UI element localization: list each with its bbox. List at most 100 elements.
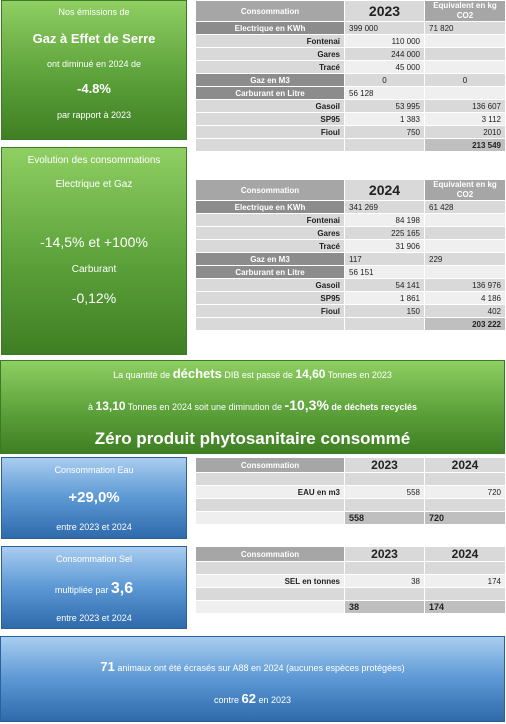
row-label: Electrique en KWh	[195, 21, 345, 35]
row-value: 1 861	[344, 291, 425, 305]
table-row: EAU en m3 558 720	[195, 485, 506, 499]
ges-percentage: -4.8%	[77, 81, 111, 96]
table-header-label: Consommation	[195, 179, 345, 201]
row-value: 53 995	[344, 99, 425, 113]
row-label: SEL en tonnes	[195, 574, 345, 588]
ges-line-2: Gaz à Effet de Serre	[32, 31, 156, 46]
sel-multiplier: 3,6	[110, 580, 134, 597]
row-value: 54 141	[344, 278, 425, 292]
table-total-row: 558 720	[195, 511, 506, 525]
dechets-percentage: -10,3%	[284, 397, 329, 413]
row-value: 558	[344, 485, 425, 499]
row-label: EAU en m3	[195, 485, 345, 499]
row-label: Gares	[195, 47, 345, 61]
consumption-table-2024: Consommation 2024 Equivalent en kg CO2 E…	[195, 179, 506, 331]
sel-multiplier-line: multipliée par 3,6	[2, 580, 186, 598]
table-total-row: 203 222	[195, 317, 506, 331]
row-equivalent	[424, 265, 506, 279]
total-equivalent: 213 549	[424, 138, 506, 152]
row-label: Gasoil	[195, 99, 345, 113]
table-header-year: 2024	[344, 179, 425, 201]
row-value: 174	[424, 574, 506, 588]
evolution-line-2: Electrique et Gaz	[55, 179, 133, 190]
dechets-text: Tonnes en 2024 soit une diminution de	[127, 402, 283, 412]
table-row: SP95 1 383 3 112	[195, 112, 506, 126]
animaux-text: en 2023	[258, 695, 292, 705]
eau-period: entre 2023 et 2024	[56, 522, 132, 532]
animaux-2024-count: 71	[100, 659, 115, 674]
table-row: Electrique en KWh 341 269 61 428	[195, 200, 506, 214]
dechets-2024-value: 13,10	[95, 399, 126, 413]
row-label: Fontenai	[195, 213, 345, 227]
row-equivalent	[424, 47, 506, 61]
row-equivalent	[424, 226, 506, 240]
animaux-banner: 71 animaux ont été écrasés sur A88 en 20…	[0, 636, 505, 722]
row-value: 117	[344, 252, 425, 266]
row-equivalent: 0	[424, 73, 506, 87]
row-equivalent: 229	[424, 252, 506, 266]
dechets-text: DIB est passé de	[224, 370, 293, 380]
row-value: 84 198	[344, 213, 425, 227]
row-value: 750	[344, 125, 425, 139]
dechets-line-1: La quantité de déchets DIB est passé de …	[1, 366, 504, 381]
row-value: 244 000	[344, 47, 425, 61]
eau-percentage: +29,0%	[68, 489, 120, 506]
dechets-text: La quantité de	[113, 370, 171, 380]
row-value: 341 269	[344, 200, 425, 214]
row-equivalent	[424, 60, 506, 74]
table-row: Tracé 31 906	[195, 239, 506, 253]
row-value: 225 165	[344, 226, 425, 240]
total-equivalent: 203 222	[424, 317, 506, 331]
table-header-year: 2023	[344, 546, 425, 562]
evolution-elec-gaz-value: -14,5% et +100%	[40, 234, 148, 250]
consumption-table-2023: Consommation 2023 Equivalent en kg CO2 E…	[195, 0, 506, 152]
row-label: SP95	[195, 291, 345, 305]
table-row: Electrique en KWh 399 000 71 820	[195, 21, 506, 35]
row-equivalent: 136 976	[424, 278, 506, 292]
table-row: Gaz en M3 117 229	[195, 252, 506, 266]
row-label: Gasoil	[195, 278, 345, 292]
row-equivalent: 136 607	[424, 99, 506, 113]
table-header-year: 2023	[344, 457, 425, 473]
total-value: 38	[344, 600, 425, 614]
table-row: Fontenai 84 198	[195, 213, 506, 227]
table-header-equivalent: Equivalent en kg CO2	[424, 179, 506, 201]
eau-panel: Consommation Eau +29,0% entre 2023 et 20…	[1, 457, 187, 539]
ges-line-1: Nos émissions de	[58, 7, 130, 17]
row-equivalent: 71 820	[424, 21, 506, 35]
animaux-line-1: 71 animaux ont été écrasés sur A88 en 20…	[1, 659, 504, 674]
row-value: 399 000	[344, 21, 425, 35]
table-row: Carburant en Litre 56 128	[195, 86, 506, 100]
table-header-year: 2023	[344, 0, 425, 22]
row-label: Tracé	[195, 60, 345, 74]
table-row: Carburant en Litre 56 151	[195, 265, 506, 279]
evolution-line-4: Carburant	[71, 264, 117, 275]
dechets-keyword: déchets	[172, 366, 222, 381]
row-value: 1 383	[344, 112, 425, 126]
animaux-text: contre	[213, 695, 239, 705]
row-label: Gaz en M3	[195, 73, 345, 87]
table-row: Fioul 150 402	[195, 304, 506, 318]
row-value: 720	[424, 485, 506, 499]
row-value: 150	[344, 304, 425, 318]
row-value: 110 000	[344, 34, 425, 48]
row-equivalent: 402	[424, 304, 506, 318]
dechets-text: de déchets recyclés	[331, 402, 417, 412]
row-label: Electrique en KWh	[195, 200, 345, 214]
row-equivalent	[424, 213, 506, 227]
dechets-line-2: à 13,10 Tonnes en 2024 soit une diminuti…	[1, 397, 504, 413]
row-label: Fioul	[195, 125, 345, 139]
row-equivalent: 3 112	[424, 112, 506, 126]
table-row: Gares 244 000	[195, 47, 506, 61]
ges-panel: Nos émissions de Gaz à Effet de Serre on…	[1, 0, 187, 140]
table-header-year: 2024	[424, 546, 506, 562]
table-header-label: Consommation	[195, 457, 345, 473]
eau-table: Consommation 2023 2024 EAU en m3 558 720…	[195, 457, 506, 525]
row-value: 56 128	[344, 86, 425, 100]
table-row: Fioul 750 2010	[195, 125, 506, 139]
row-label: Fioul	[195, 304, 345, 318]
ges-line-5: par rapport à 2023	[56, 110, 132, 120]
sel-period: entre 2023 et 2024	[56, 613, 132, 623]
total-value: 174	[424, 600, 506, 614]
animaux-text: animaux ont été écrasés sur A88 en 2024 …	[117, 663, 405, 673]
